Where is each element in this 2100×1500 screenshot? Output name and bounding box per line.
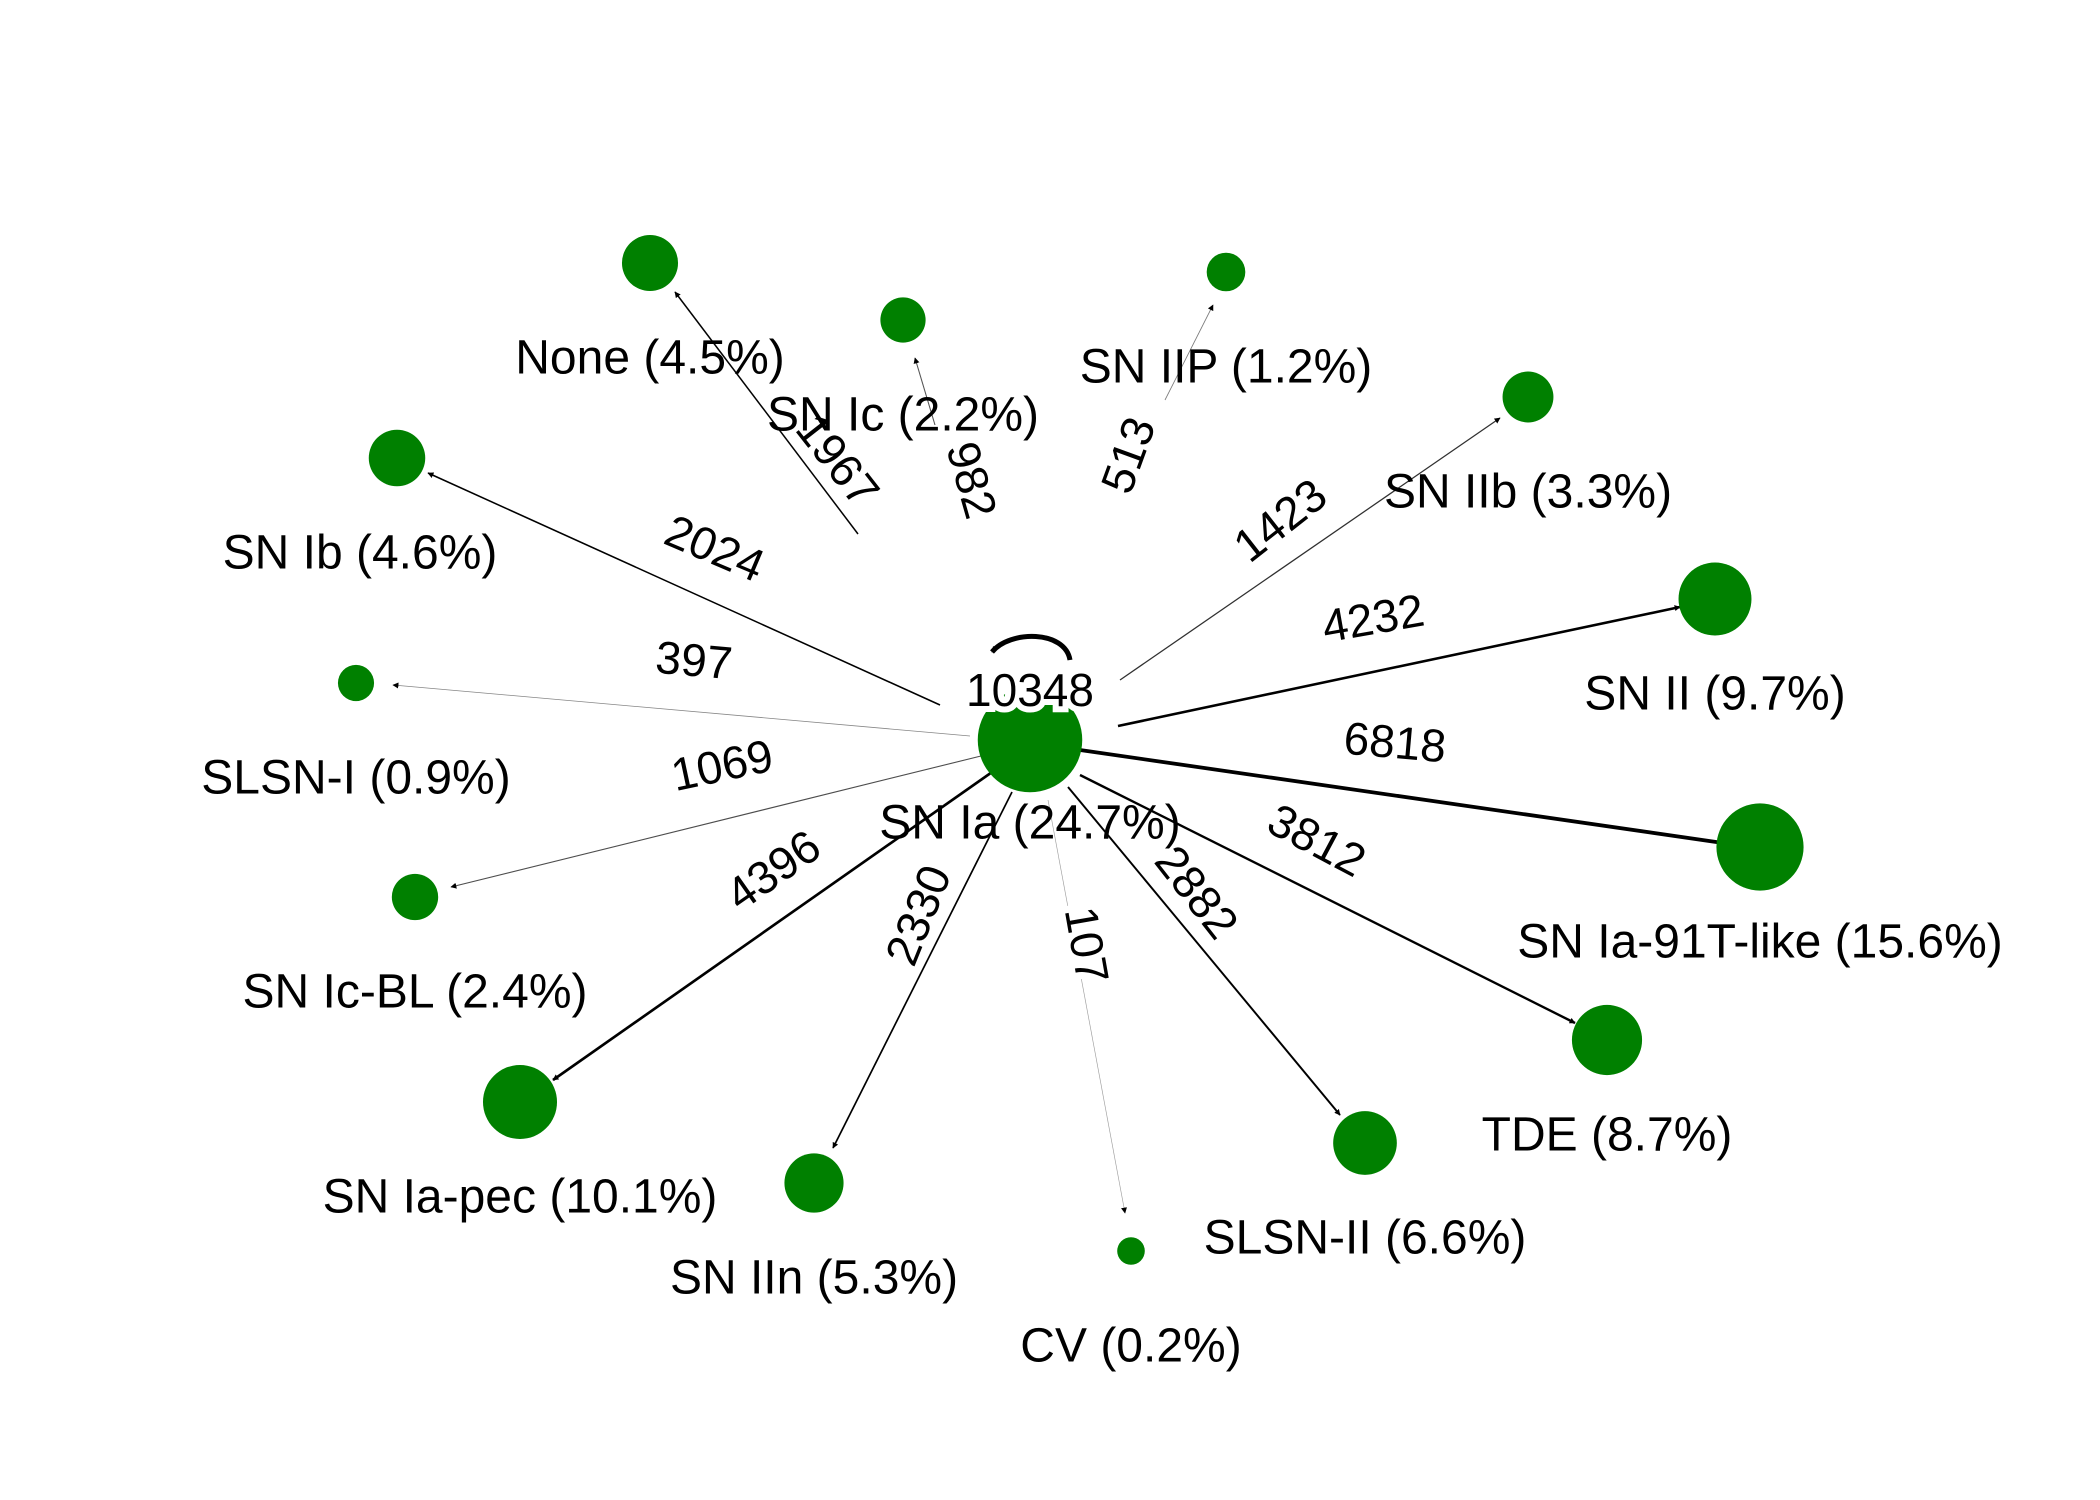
node-slsn-i: [337, 664, 375, 702]
node-label-slsn-i: SLSN-I (0.9%): [201, 752, 510, 805]
node-label-sn-iin: SN IIn (5.3%): [670, 1252, 958, 1305]
edge-count-sn-ib: 2024: [658, 504, 773, 592]
edge-count-sn-ia-91t: 6818: [1342, 712, 1448, 773]
node-sn-ia-91t: [1716, 803, 1804, 891]
node-label-sn-ia: SN Ia (24.7%): [879, 797, 1180, 850]
edge-sn-ii: [1117, 605, 1681, 728]
edge-count-sn-ii: 4232: [1318, 584, 1428, 653]
edge-count-slsn-i: 397: [654, 631, 735, 689]
node-sn-iin: [784, 1153, 844, 1213]
node-label-slsn-ii: SLSN-II (6.6%): [1204, 1212, 1527, 1265]
node-none: [621, 234, 679, 292]
edge-count-cv: 107: [1055, 903, 1120, 988]
edge-sn-iip: [1164, 304, 1214, 401]
node-sn-ii: [1678, 562, 1752, 636]
edge-tde: [1079, 773, 1576, 1025]
edge-sn-ic-bl: [450, 754, 986, 889]
node-label-cv: CV (0.2%): [1020, 1320, 1241, 1373]
node-slsn-ii: [1333, 1111, 1397, 1175]
nodes-layer: [337, 234, 1804, 1265]
node-label-sn-ic-bl: SN Ic-BL (2.4%): [243, 966, 588, 1019]
edge-count-sn-ic: 982: [936, 436, 1007, 524]
edge-cv: [1047, 799, 1127, 1214]
node-label-sn-iip: SN IIP (1.2%): [1080, 341, 1373, 394]
node-sn-ia: [977, 687, 1083, 793]
edge-none: [674, 291, 859, 535]
edge-count-sn-iip: 513: [1090, 410, 1165, 500]
node-label-sn-ia-pec: SN Ia-pec (10.1%): [323, 1171, 718, 1224]
node-label-none: None (4.5%): [515, 332, 784, 385]
edge-count-sn-ic-bl: 1069: [667, 729, 778, 801]
node-sn-iip: [1206, 252, 1246, 292]
edge-sn-iib: [1119, 417, 1501, 681]
node-label-sn-iib: SN IIb (3.3%): [1384, 466, 1672, 519]
edges-layer: [392, 291, 1724, 1214]
edge-slsn-i: [392, 682, 971, 737]
node-label-tde: TDE (8.7%): [1482, 1109, 1733, 1162]
edge-sn-ic: [913, 357, 936, 426]
self-loop-edge: [990, 633, 1073, 661]
node-cv: [1117, 1237, 1145, 1265]
node-sn-iib: [1502, 371, 1554, 423]
edge-count-sn-ia-pec: 4396: [716, 819, 830, 920]
self-loop-count: 10348: [966, 664, 1094, 716]
edge-slsn-ii: [1067, 786, 1341, 1116]
edge-sn-ia-pec: [552, 768, 996, 1082]
edge-sn-iin: [832, 791, 1013, 1149]
node-label-sn-ib: SN Ib (4.6%): [223, 527, 498, 580]
node-label-sn-ia-91t: SN Ia-91T-like (15.6%): [1517, 916, 2003, 969]
edge-count-sn-iib: 1423: [1224, 468, 1337, 572]
node-sn-ic: [880, 297, 926, 343]
node-sn-ia-pec: [482, 1064, 558, 1140]
node-label-sn-ic: SN Ic (2.2%): [767, 389, 1039, 442]
node-sn-ib: [368, 429, 426, 487]
node-label-sn-ii: SN II (9.7%): [1584, 668, 1845, 721]
edge-sn-ib: [427, 472, 941, 706]
node-sn-ic-bl: [391, 873, 439, 921]
edge-sn-ia-91t: [1079, 748, 1724, 846]
edge-count-sn-iin: 2330: [875, 858, 962, 972]
node-tde: [1571, 1004, 1643, 1076]
